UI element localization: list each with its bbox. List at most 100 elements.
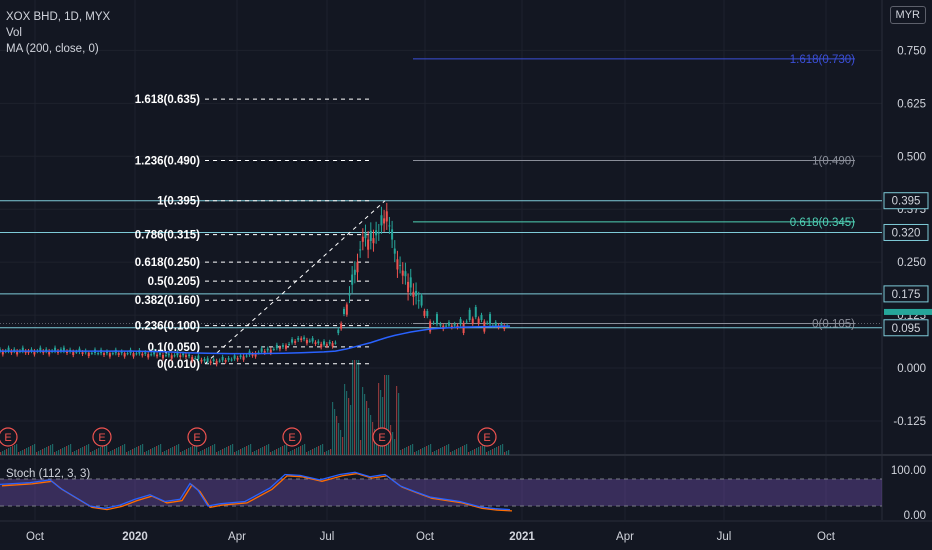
candle-body	[396, 259, 399, 270]
price-level-badge[interactable]	[883, 285, 929, 303]
fib-level-label[interactable]: 0.5(0.205)	[148, 276, 201, 288]
candle-body	[275, 344, 278, 349]
volume-bar	[52, 444, 54, 455]
volume-bar	[152, 448, 154, 455]
volume-bar	[172, 447, 174, 455]
volume-bar	[80, 448, 82, 455]
candle-body	[263, 351, 266, 353]
volume-bar	[108, 452, 110, 455]
volume-bar	[366, 401, 368, 455]
earnings-marker-label: E	[288, 432, 295, 444]
candle-body	[27, 351, 30, 353]
volume-bar	[256, 450, 258, 455]
volume-bar	[402, 449, 404, 455]
volume-bar	[42, 449, 44, 455]
volume-bar	[460, 447, 462, 455]
volume-bar	[32, 445, 34, 455]
earnings-marker-label: E	[193, 432, 200, 444]
candle-body	[471, 318, 474, 324]
fib-level-label[interactable]: 1.236(0.490)	[135, 155, 200, 167]
fib-level-label[interactable]: 0.786(0.315)	[135, 230, 200, 242]
fib-level-label[interactable]: 0(0.010)	[157, 359, 200, 371]
volume-bar	[220, 450, 222, 455]
fib-level-label[interactable]: 0.618(0.250)	[135, 257, 200, 269]
currency-button[interactable]: MYR	[889, 6, 926, 24]
fib-retracement[interactable]: 1.618(0.635) 1.236(0.490) 1(0.395) 0.786(0.…	[135, 94, 386, 371]
volume-bar	[494, 448, 496, 455]
candle-body	[72, 351, 75, 356]
price-level-badge[interactable]	[883, 319, 929, 337]
fib-ext-label[interactable]: 1.618(0.730)	[790, 54, 855, 66]
candle-body	[435, 314, 438, 325]
volume-bar	[154, 447, 156, 455]
fib-level-label[interactable]: 1(0.395)	[157, 196, 200, 208]
earnings-marker[interactable]: E	[477, 427, 497, 447]
candle-body	[300, 338, 303, 341]
volume-bar	[438, 449, 440, 455]
candle-body	[291, 339, 294, 343]
price-level-badge[interactable]	[883, 192, 929, 210]
stoch-legend[interactable]: Stoch (112, 3, 3)	[6, 468, 91, 480]
candle-body	[182, 353, 185, 356]
candle-body	[66, 351, 69, 353]
volume-bar	[502, 444, 504, 455]
volume-bar	[100, 447, 102, 455]
earnings-marker[interactable]: E	[187, 427, 207, 447]
earnings-marker[interactable]: E	[282, 427, 302, 447]
candle-body	[356, 262, 359, 273]
candle-body	[447, 322, 450, 326]
volume-bar	[144, 452, 146, 455]
candle-body	[486, 322, 489, 324]
price-axis[interactable]: 0.7500.6250.5000.3750.2500.1250.000-0.12…	[883, 45, 932, 522]
candle-body	[233, 355, 236, 359]
volume-bar	[94, 450, 96, 455]
fib-level-label[interactable]: 1.618(0.635)	[135, 94, 200, 106]
volume-bar	[146, 451, 148, 455]
fib-level-label[interactable]: 0.382(0.160)	[135, 295, 200, 307]
volume-bar	[348, 398, 350, 455]
volume-bars	[0, 360, 510, 455]
volume-bar	[160, 444, 162, 455]
earnings-marker[interactable]: E	[372, 427, 392, 447]
time-axis[interactable]: Oct 2020 Apr Jul Oct 2021 Apr Jul Oct	[0, 520, 932, 543]
fib-extension[interactable]: 1.618(0.730) 1(0.490) 0.618(0.345) 0(0.105)	[413, 54, 855, 331]
candle-body	[489, 314, 492, 325]
fib-trend-line[interactable]	[204, 200, 386, 365]
volume-bar	[194, 445, 196, 455]
volume-bar	[358, 360, 360, 455]
volume-bar	[468, 452, 470, 455]
volume-bar	[64, 447, 66, 455]
volume-bar	[224, 448, 226, 455]
fib-ext-label[interactable]: 1(0.490)	[812, 155, 855, 167]
volume-bar	[30, 446, 32, 455]
fib-level-label[interactable]: 0.1(0.050)	[148, 342, 201, 354]
fib-ext-label[interactable]: 0(0.105)	[812, 319, 855, 331]
volume-bar	[168, 449, 170, 455]
ma-legend[interactable]: MA (200, close, 0)	[6, 43, 99, 55]
volume-bar	[500, 445, 502, 455]
horizontal-levels[interactable]	[0, 200, 882, 329]
volume-bar	[302, 445, 304, 455]
symbol-title[interactable]: XOX BHD, 1D, MYX	[6, 11, 111, 23]
fib-ext-label[interactable]: 0.618(0.345)	[790, 217, 855, 229]
volume-bar	[232, 444, 234, 455]
candle-body	[377, 232, 380, 234]
candle-body	[221, 356, 224, 361]
volume-bar	[92, 451, 94, 455]
volume-bar	[290, 451, 292, 455]
volume-bar	[26, 448, 28, 455]
candle-body	[203, 359, 206, 361]
volume-legend[interactable]: Vol	[6, 27, 22, 39]
earnings-marker[interactable]: E	[0, 427, 18, 447]
fib-level-label[interactable]: 0.236(0.100)	[135, 321, 200, 333]
candle-body	[224, 360, 227, 362]
earnings-marker[interactable]: E	[92, 427, 112, 447]
volume-bar	[222, 449, 224, 455]
price-level-badge[interactable]	[883, 223, 929, 241]
volume-bar	[270, 452, 272, 455]
volume-bar	[382, 397, 384, 455]
volume-bar	[50, 445, 52, 455]
candle-body	[450, 325, 453, 328]
